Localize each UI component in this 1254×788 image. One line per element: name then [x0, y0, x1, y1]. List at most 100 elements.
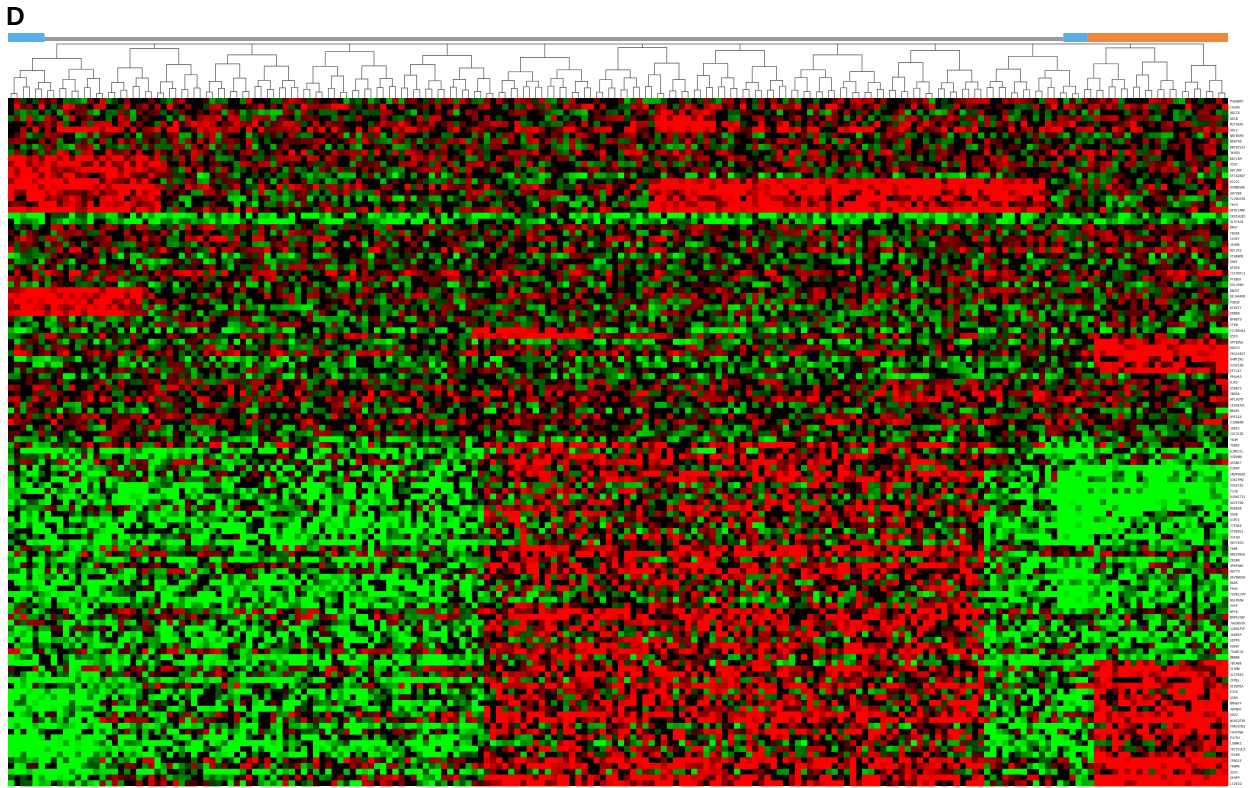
heatmap-cell: [1179, 201, 1185, 207]
heatmap-cell: [886, 155, 892, 161]
heatmap-cell: [533, 144, 539, 150]
heatmap-cell: [600, 201, 606, 207]
heatmap-cell: [289, 236, 295, 242]
heatmap-cell: [893, 109, 899, 115]
heatmap-cell: [1222, 178, 1228, 184]
heatmap-cell: [984, 144, 990, 150]
heatmap-cell: [1088, 207, 1094, 213]
heatmap-cell: [746, 207, 752, 213]
heatmap-cell: [783, 259, 789, 265]
heatmap-cell: [978, 161, 984, 167]
heatmap-cell: [1216, 173, 1222, 179]
heatmap-cell: [313, 224, 319, 230]
heatmap-cell: [392, 253, 398, 259]
heatmap-cell: [203, 121, 209, 127]
heatmap-cell: [1045, 230, 1051, 236]
heatmap-cell: [374, 144, 380, 150]
heatmap-cell: [167, 230, 173, 236]
heatmap-cell: [685, 190, 691, 196]
heatmap-cell: [1216, 109, 1222, 115]
heatmap-cell: [905, 230, 911, 236]
heatmap-cell: [246, 109, 252, 115]
heatmap-cell: [289, 184, 295, 190]
heatmap-cell: [1222, 270, 1228, 276]
heatmap-cell: [459, 121, 465, 127]
heatmap-cell: [1027, 253, 1033, 259]
heatmap-cell: [1094, 173, 1100, 179]
heatmap-cell: [1143, 230, 1149, 236]
heatmap-cell: [594, 173, 600, 179]
heatmap-cell: [142, 287, 148, 293]
heatmap-cell: [929, 218, 935, 224]
heatmap-cell: [136, 241, 142, 247]
heatmap-cell: [57, 224, 63, 230]
heatmap-cell: [319, 150, 325, 156]
heatmap-cell: [795, 264, 801, 270]
heatmap-cell: [520, 281, 526, 287]
heatmap-cell: [344, 213, 350, 219]
heatmap-cell: [862, 184, 868, 190]
heatmap-cell: [838, 190, 844, 196]
heatmap-cell: [45, 121, 51, 127]
heatmap-cell: [661, 224, 667, 230]
heatmap-cell: [868, 150, 874, 156]
heatmap-cell: [423, 241, 429, 247]
heatmap-cell: [276, 276, 282, 282]
heatmap-cell: [350, 98, 356, 104]
heatmap-cell: [1185, 98, 1191, 104]
heatmap-cell: [917, 241, 923, 247]
heatmap-cell: [154, 195, 160, 201]
heatmap-cell: [386, 184, 392, 190]
heatmap-cell: [453, 184, 459, 190]
heatmap-cell: [331, 190, 337, 196]
heatmap-cell: [466, 201, 472, 207]
heatmap-cell: [588, 230, 594, 236]
heatmap-cell: [929, 127, 935, 133]
heatmap-cell: [81, 127, 87, 133]
heatmap-cell: [136, 218, 142, 224]
heatmap-cell: [496, 121, 502, 127]
heatmap-cell: [81, 178, 87, 184]
heatmap-cell: [856, 224, 862, 230]
heatmap-cell: [466, 190, 472, 196]
heatmap-cell: [106, 127, 112, 133]
heatmap-cell: [893, 207, 899, 213]
heatmap-cell: [87, 184, 93, 190]
heatmap-cell: [441, 144, 447, 150]
heatmap-cell: [673, 264, 679, 270]
heatmap-cell: [106, 121, 112, 127]
heatmap-cell: [106, 207, 112, 213]
heatmap-cell: [301, 167, 307, 173]
heatmap-cell: [789, 109, 795, 115]
heatmap-cell: [51, 144, 57, 150]
heatmap-cell: [398, 161, 404, 167]
heatmap-cell: [624, 218, 630, 224]
heatmap-cell: [1161, 247, 1167, 253]
heatmap-cell: [197, 138, 203, 144]
heatmap-cell: [1100, 150, 1106, 156]
heatmap-cell: [252, 201, 258, 207]
heatmap-cell: [234, 253, 240, 259]
heatmap-cell: [844, 109, 850, 115]
heatmap-cell: [606, 230, 612, 236]
heatmap-cell: [990, 213, 996, 219]
heatmap-cell: [935, 127, 941, 133]
heatmap-cell: [1210, 195, 1216, 201]
heatmap-cell: [356, 195, 362, 201]
heatmap-cell: [1161, 98, 1167, 104]
heatmap-cell: [283, 264, 289, 270]
heatmap-cell: [508, 253, 514, 259]
heatmap-cell: [642, 109, 648, 115]
heatmap-cell: [838, 98, 844, 104]
heatmap-cell: [1063, 218, 1069, 224]
heatmap-cell: [1185, 104, 1191, 110]
heatmap-cell: [710, 184, 716, 190]
heatmap-cell: [697, 109, 703, 115]
heatmap-cell: [1179, 190, 1185, 196]
heatmap-cell: [783, 281, 789, 287]
heatmap-cell: [1021, 218, 1027, 224]
heatmap-cell: [661, 259, 667, 265]
heatmap-cell: [124, 281, 130, 287]
heatmap-cell: [575, 132, 581, 138]
